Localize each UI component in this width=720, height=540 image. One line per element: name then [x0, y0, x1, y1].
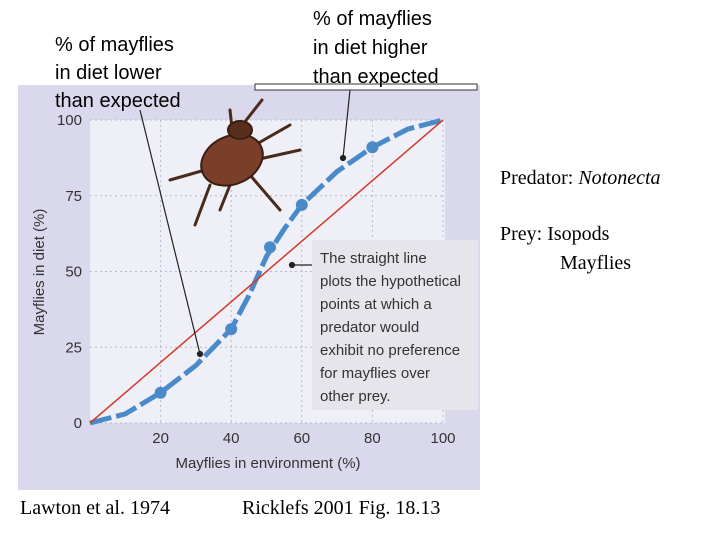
insect-body	[200, 133, 264, 187]
credit: Ricklefs 2001 Fig. 18.13	[242, 497, 440, 519]
x-tick-label: 40	[223, 430, 240, 447]
y-tick-label: 25	[65, 339, 82, 356]
callout-box	[254, 83, 478, 91]
x-tick-label: 80	[364, 430, 381, 447]
data-point	[154, 386, 167, 399]
note-line: for mayflies over	[320, 365, 430, 382]
insect-illustration	[168, 98, 302, 227]
inset-box	[312, 240, 478, 410]
x-axis-label: Mayflies in environment (%)	[175, 455, 360, 472]
x-tick-label: 60	[293, 430, 310, 447]
predator-name: Notonecta	[577, 167, 660, 189]
note-line: other prey.	[320, 388, 391, 405]
pointer-higher	[342, 89, 351, 159]
note-line: exhibit no preference	[320, 342, 460, 359]
annotation-line: in diet lower	[55, 62, 162, 84]
note-line: points at which a	[320, 296, 432, 313]
annotations: % of mayflies in diet lower than expected%…	[55, 8, 439, 112]
annotation-line: % of mayflies	[313, 8, 432, 30]
marks	[89, 117, 444, 426]
predator-text: Predator: Notonecta	[500, 167, 661, 189]
annotation-line: % of mayflies	[55, 34, 174, 56]
reference-line	[89, 119, 444, 424]
y-tick-label: 0	[74, 415, 82, 432]
note-line: plots the hypothetical	[320, 273, 461, 290]
pointer-dot	[196, 350, 204, 358]
annotation-line: than expected	[55, 90, 181, 112]
prey-second: Mayflies	[560, 252, 631, 274]
annotation-line: in diet higher	[313, 37, 428, 59]
y-tick-label: 75	[65, 188, 82, 205]
prey-label: Prey: Isopods	[500, 223, 610, 245]
insect-legs	[168, 98, 302, 227]
y-tick-label: 50	[65, 264, 82, 281]
pointer-dot	[288, 261, 296, 269]
note-line: predator would	[320, 319, 419, 336]
data-point	[225, 323, 238, 336]
credit: Lawton et al. 1974	[20, 497, 170, 519]
data-point	[295, 198, 308, 211]
inset-note: The straight line plots the hypothetical p…	[320, 250, 461, 405]
pointers	[139, 89, 351, 358]
y-tick-label: 100	[57, 112, 82, 129]
predator-label: Predator:	[500, 167, 573, 189]
insect-head	[227, 120, 253, 140]
y-axis-label: Mayflies in diet (%)	[31, 209, 48, 336]
pointer-lower	[139, 109, 201, 355]
pointer-dot	[339, 154, 347, 162]
x-tick-label: 100	[430, 430, 455, 447]
annotation-line: than expected	[313, 66, 439, 88]
data-point	[366, 141, 379, 154]
note-line: The straight line	[320, 250, 427, 267]
data-point	[264, 241, 277, 254]
x-tick-label: 20	[152, 430, 169, 447]
